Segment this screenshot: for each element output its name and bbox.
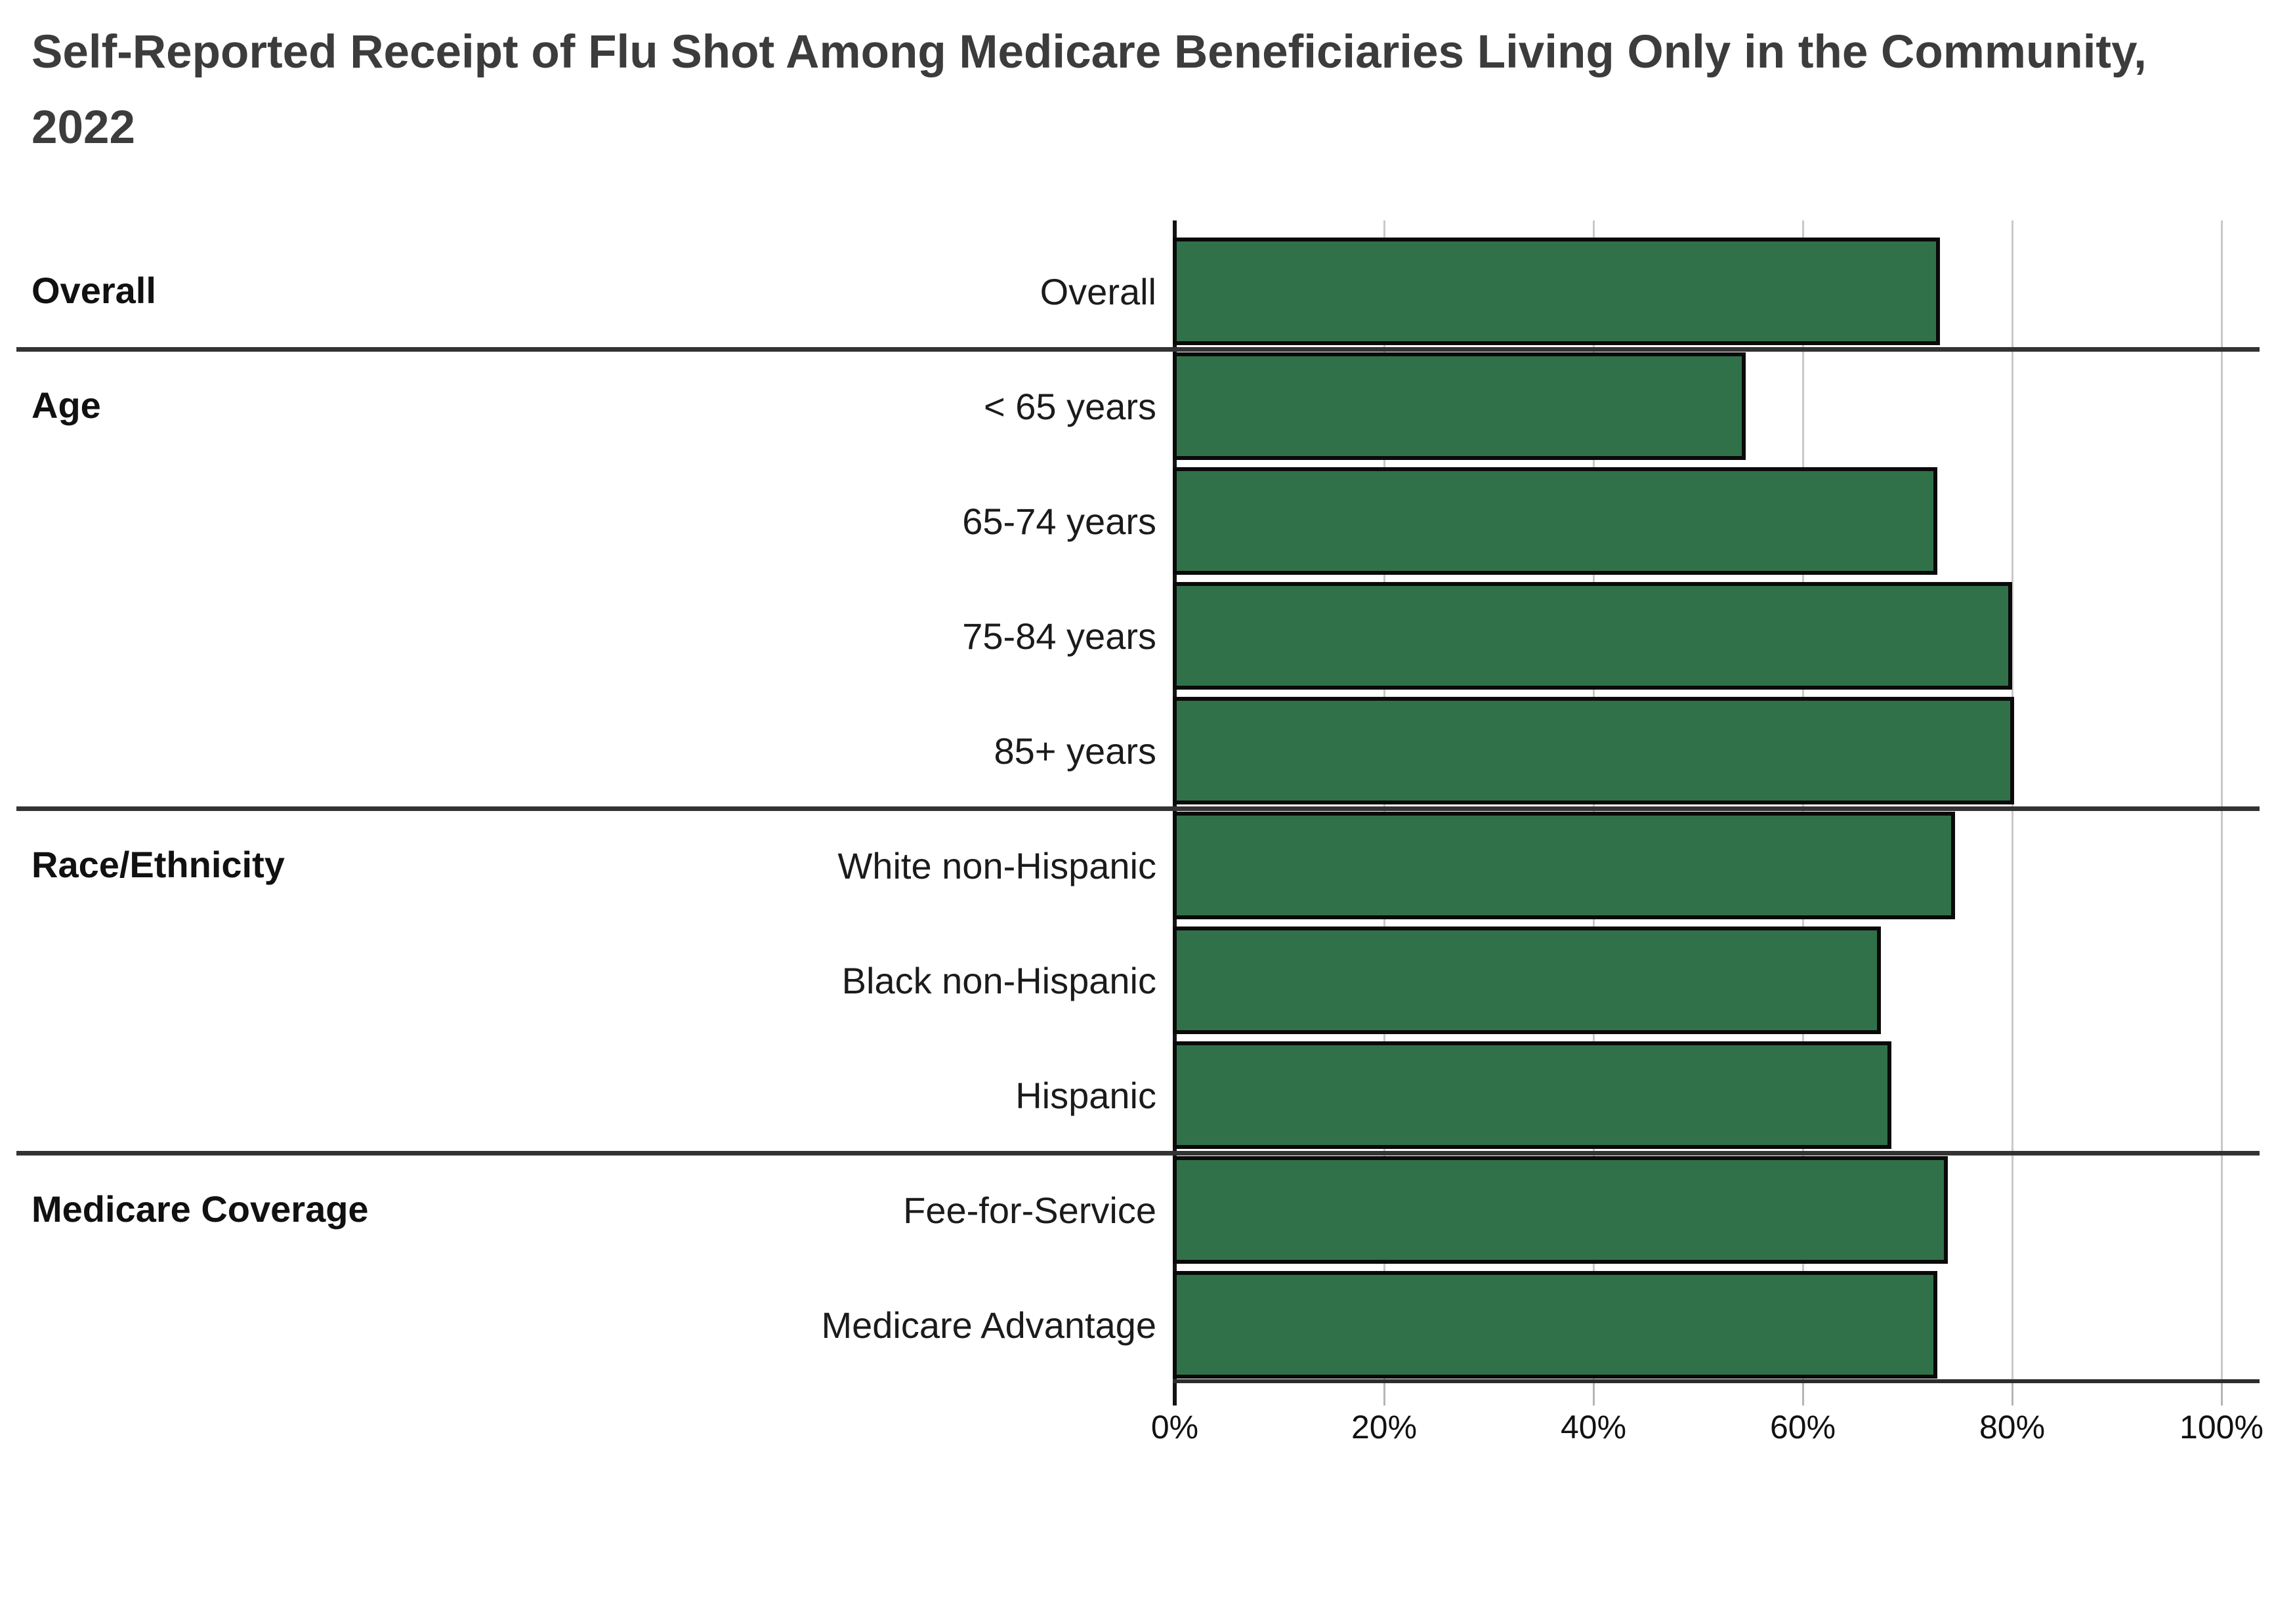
row-label: 75-84 years [962,615,1156,657]
tick-mark-40 [1592,1383,1595,1405]
group-separator [16,346,2260,352]
group-label-overall: Overall [32,270,156,311]
bar-white-non-hispanic [1173,812,1956,919]
group-separator [16,806,2260,811]
tick-mark-60 [1801,1383,1804,1405]
bar-black-non-hispanic [1173,927,1882,1034]
bar-65-74-years [1173,467,1938,575]
chart-title: Self-Reported Receipt of Flu Shot Among … [32,26,2147,154]
tick-mark-20 [1383,1383,1385,1405]
row-label: < 65 years [983,386,1156,427]
bar-hispanic [1173,1041,1892,1149]
tick-mark-80 [2011,1383,2013,1405]
row-label: White non-Hispanic [837,845,1156,886]
row-label: Hispanic [1015,1075,1156,1116]
x-tick-label-60: 60% [1769,1409,1836,1446]
row-label: 65-74 years [962,501,1156,542]
row-label: Overall [1040,271,1156,312]
x-tick-label-100: 100% [2179,1409,2263,1446]
row-label: Medicare Advantage [821,1304,1156,1346]
row-label: Fee-for-Service [903,1190,1156,1231]
x-axis-line [1173,1379,2260,1383]
bar-medicare-advantage [1173,1271,1938,1379]
row-label: 85+ years [994,730,1157,772]
row-label: Black non-Hispanic [841,960,1156,1001]
x-tick-label-80: 80% [1979,1409,2046,1446]
group-label-race-ethnicity: Race/Ethnicity [32,844,285,885]
group-label-age: Age [32,385,101,426]
bar-85-years [1173,697,2014,804]
group-label-medicare-coverage: Medicare Coverage [32,1188,369,1230]
bar--65-years [1173,352,1746,460]
bar-75-84-years [1173,582,2012,690]
bar-fee-for-service [1173,1156,1948,1264]
x-tick-label-20: 20% [1351,1409,1418,1446]
x-tick-label-0: 0% [1150,1409,1199,1446]
gridline-100 [2220,220,2223,1379]
bar-overall [1173,238,1940,345]
group-separator [16,1150,2260,1156]
tick-mark-100 [2220,1383,2223,1405]
x-tick-label-40: 40% [1560,1409,1627,1446]
